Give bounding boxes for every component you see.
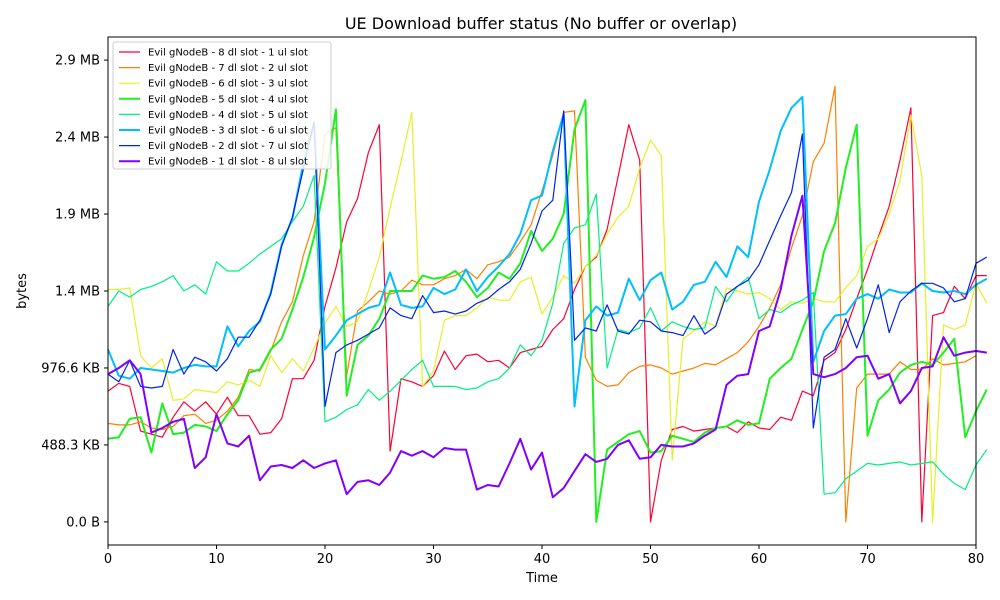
legend-label-8: Evil gNodeB - 1 dl slot - 8 ul slot <box>148 157 308 168</box>
plot-frame <box>107 36 977 546</box>
x-tick-label: 40 <box>534 552 551 567</box>
series-line-2 <box>107 85 977 523</box>
legend-label-4: Evil gNodeB - 5 dl slot - 4 ul slot <box>148 94 308 105</box>
x-tick-label: 50 <box>642 552 659 567</box>
y-tick-label: 1.4 MB <box>55 285 100 300</box>
legend-label-7: Evil gNodeB - 2 dl slot - 7 ul slot <box>148 141 308 152</box>
chart-title: UE Download buffer status (No buffer or … <box>345 14 737 33</box>
x-tick-label: 0 <box>104 552 112 567</box>
series-line-4 <box>107 99 988 523</box>
legend-label-6: Evil gNodeB - 3 dl slot - 6 ul slot <box>148 126 308 137</box>
series-line-5 <box>107 174 988 495</box>
legend-label-3: Evil gNodeB - 6 dl slot - 3 ul slot <box>148 79 308 90</box>
legend-label-5: Evil gNodeB - 4 dl slot - 5 ul slot <box>148 110 308 121</box>
legend-frame <box>112 41 332 170</box>
y-axis-label: bytes <box>15 273 30 309</box>
x-tick-label: 70 <box>859 552 876 567</box>
x-tick-label: 60 <box>751 552 768 567</box>
legend-label-1: Evil gNodeB - 8 dl slot - 1 ul slot <box>148 48 308 59</box>
series-line-6 <box>107 96 988 408</box>
y-tick-label: 0.0 B <box>66 515 100 530</box>
legend-label-2: Evil gNodeB - 7 dl slot - 2 ul slot <box>148 63 308 74</box>
y-tick-label: 2.4 MB <box>55 131 100 146</box>
x-axis-label: Time <box>525 571 558 586</box>
y-tick-label: 1.9 MB <box>55 208 100 223</box>
series-line-3 <box>108 111 988 523</box>
x-tick-label: 10 <box>208 552 225 567</box>
series-line-7 <box>107 110 988 429</box>
tick-layer: 0 10 20 30 40 50 60 70 80 0.0 B 488.3 KB 976.6 KB 1.… <box>41 54 984 567</box>
series-line-1 <box>107 107 987 523</box>
y-tick-label: 976.6 KB <box>41 361 100 376</box>
y-tick-label: 2.9 MB <box>55 54 100 69</box>
series-line-8 <box>107 194 987 499</box>
x-tick-label: 80 <box>968 552 985 567</box>
x-tick-label: 20 <box>317 552 334 567</box>
legend: Evil gNodeB - 8 dl slot - 1 ul slot Evil … <box>112 41 332 170</box>
series-layer <box>107 85 988 523</box>
x-tick-label: 30 <box>425 552 442 567</box>
y-tick-label: 488.3 KB <box>41 438 100 453</box>
